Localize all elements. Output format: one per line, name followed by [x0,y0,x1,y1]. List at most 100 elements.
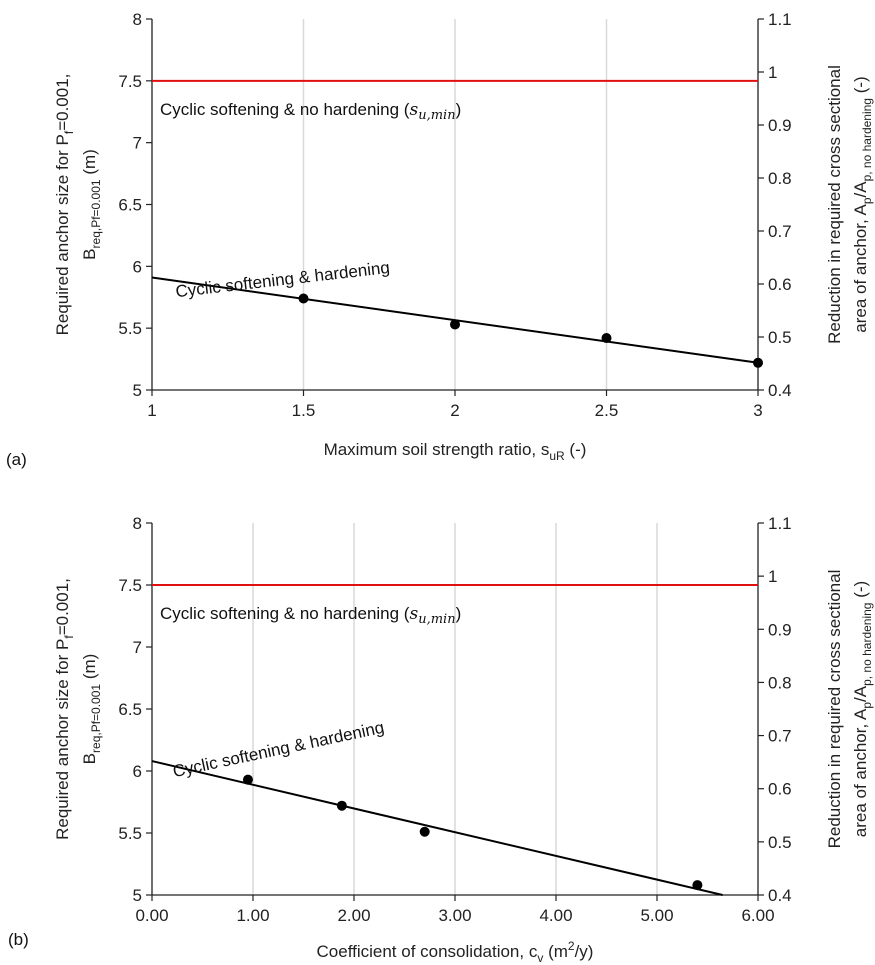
y-tick-label: 5 [133,381,142,400]
y-axis-label-line2-sub: req,Pf=0.001 [89,684,103,753]
y-axis-label-line2: Breq,Pf=0.001 (m) [80,654,103,765]
y2-axis-label-line1: Reduction in required cross sectional [825,65,844,344]
no-hardening-label-close: ) [456,100,462,119]
y2-tick-label: 0.8 [768,673,792,692]
no-hardening-label-math: s [409,604,418,624]
y-axis-label-line2: Breq,Pf=0.001 (m) [80,149,103,260]
y2-axis-label-line2-mid: /A [851,181,870,198]
y-axis-label-line2-sub: req,Pf=0.001 [89,179,103,248]
y-axis-label-line1-tail: =0.001, [53,578,72,635]
y2-axis-label-line2-text: area of anchor, A [851,204,870,333]
y2-tick-label: 1.1 [768,10,792,29]
x-tick-label: 1.00 [236,906,269,925]
no-hardening-label-text: Cyclic softening & no hardening ( [160,100,410,119]
no-hardening-label-math-sub: u,min [418,108,455,123]
x-axis-label: Maximum soil strength ratio, suR (-) [324,440,587,463]
y2-axis-label-line2-tail: (-) [851,76,870,98]
data-point [753,357,763,368]
y-axis-label-line2-tail: (m) [80,149,99,179]
y2-tick-label: 0.4 [768,886,792,905]
y2-axis-label-line2-mid: /A [851,685,870,702]
y-tick-label: 8 [133,10,142,29]
y-axis-label-line2-text: B [80,753,99,764]
y2-axis-label-line2-tail: (-) [851,581,870,603]
x-axis-label-sup: 2 [568,939,575,953]
y2-tick-label: 0.5 [768,328,792,347]
no-hardening-label: Cyclic softening & no hardening (su,min) [160,604,461,627]
y2-tick-label: 0.4 [768,381,792,400]
x-tick-label: 3.00 [438,906,471,925]
no-hardening-label-text: Cyclic softening & no hardening ( [160,604,410,623]
panel-label: (a) [6,450,27,469]
x-axis-label-sub: uR [549,449,565,463]
y2-axis-label-line2-sub1: p [860,702,874,709]
y2-tick-label: 1 [768,63,777,82]
y2-tick-label: 0.7 [768,222,792,241]
y2-tick-label: 1.1 [768,514,792,533]
x-axis-label-tail: (m [543,942,568,961]
y2-tick-label: 0.6 [768,275,792,294]
no-hardening-label-math: s [409,100,418,120]
y2-axis-label-line2: area of anchor, Ap/Ap, no hardening (-) [851,76,874,332]
y-tick-label: 5 [133,886,142,905]
y2-axis-label-line2-text: area of anchor, A [851,708,870,837]
x-tick-label: 4.00 [539,906,572,925]
panel-label: (b) [8,930,29,949]
y-tick-label: 7.5 [118,576,142,595]
y2-tick-label: 1 [768,567,777,586]
y2-axis-label-line2: area of anchor, Ap/Ap, no hardening (-) [851,581,874,837]
x-axis-label-text: Coefficient of consolidation, c [317,942,538,961]
data-point [692,880,703,891]
y-tick-label: 5.5 [118,319,142,338]
y-tick-label: 6.5 [118,700,142,719]
y2-tick-label: 0.7 [768,727,792,746]
y2-axis-label-line1: Reduction in required cross sectional [825,570,844,849]
x-tick-label: 0.00 [135,906,168,925]
y2-axis-label-line2-sub1: p [860,197,874,204]
x-tick-label: 2.5 [595,401,619,420]
y-axis-label-line1: Required anchor size for Pf=0.001, [53,578,76,840]
x-tick-label: 1.5 [292,401,316,420]
y-axis-label-line1-sub: f [62,635,76,639]
data-point [242,774,253,785]
x-axis-label-text: Maximum soil strength ratio, s [324,440,550,459]
y2-tick-label: 0.6 [768,780,792,799]
x-axis-label-tail2: /y) [575,942,594,961]
y-tick-label: 7.5 [118,72,142,91]
chart-panel-a: 5 5.5 6 6.5 7 7.5 8 0.4 0.5 0.6 0.7 0.8 0.9 1 1.1 1 1.5 2… [6,10,874,469]
data-point [601,333,612,344]
y-tick-label: 8 [133,514,142,533]
data-point [450,319,460,330]
data-point [298,293,309,304]
x-tick-label: 2.00 [337,906,370,925]
no-hardening-label-close: ) [456,604,462,623]
y-axis-label-line1-text: Required anchor size for P [53,639,72,840]
y-axis-label-line1: Required anchor size for Pf=0.001, [53,74,76,336]
y2-tick-label: 0.8 [768,169,792,188]
data-point [336,800,347,811]
y-tick-label: 6.5 [118,196,142,215]
y-tick-label: 7 [133,134,142,153]
y-tick-label: 6 [133,762,142,781]
y-tick-label: 7 [133,638,142,657]
x-tick-label: 5.00 [640,906,673,925]
x-tick-label: 3 [753,401,762,420]
y2-tick-label: 0.9 [768,116,792,135]
no-hardening-label-math-sub: u,min [418,612,455,627]
no-hardening-label: Cyclic softening & no hardening (su,min) [160,100,461,123]
y-axis-label-line1-text: Required anchor size for P [53,134,72,335]
y-axis-label-line1-tail: =0.001, [53,74,72,131]
y2-tick-label: 0.5 [768,833,792,852]
y-axis-label-line2-tail: (m) [80,654,99,684]
y-tick-label: 5.5 [118,824,142,843]
y-axis-label-line1-sub: f [62,130,76,134]
x-tick-label: 1 [147,401,156,420]
y2-tick-label: 0.9 [768,620,792,639]
data-point [419,826,430,837]
x-axis-label: Coefficient of consolidation, cv (m2/y) [317,939,594,965]
x-axis-label-sub: v [537,951,543,965]
x-axis-label-tail: (-) [565,440,587,459]
y2-axis-label-line2-sub2: p, no hardening [860,603,874,686]
